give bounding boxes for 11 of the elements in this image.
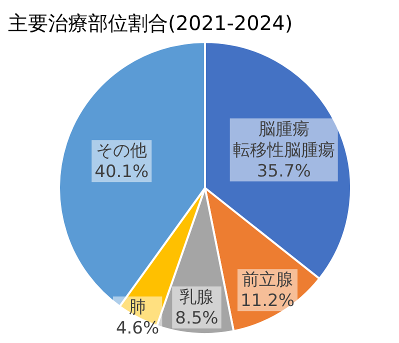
- slice-label: 前立腺: [242, 270, 293, 290]
- slice-label: 脳腫瘍転移性脳腫瘍: [232, 119, 335, 160]
- data-label: 8.5%: [175, 308, 218, 328]
- data-label: 40.1%: [94, 162, 149, 182]
- data-label: 4.6%: [116, 318, 160, 338]
- title: 主要治療部位割合(2021-2024): [8, 11, 293, 35]
- slice-label: 肺: [129, 297, 146, 318]
- slice-label: その他: [96, 141, 148, 162]
- data-label: 11.2%: [240, 291, 295, 312]
- slice-label: 乳腺: [180, 287, 214, 308]
- data-label: 35.7%: [256, 161, 311, 182]
